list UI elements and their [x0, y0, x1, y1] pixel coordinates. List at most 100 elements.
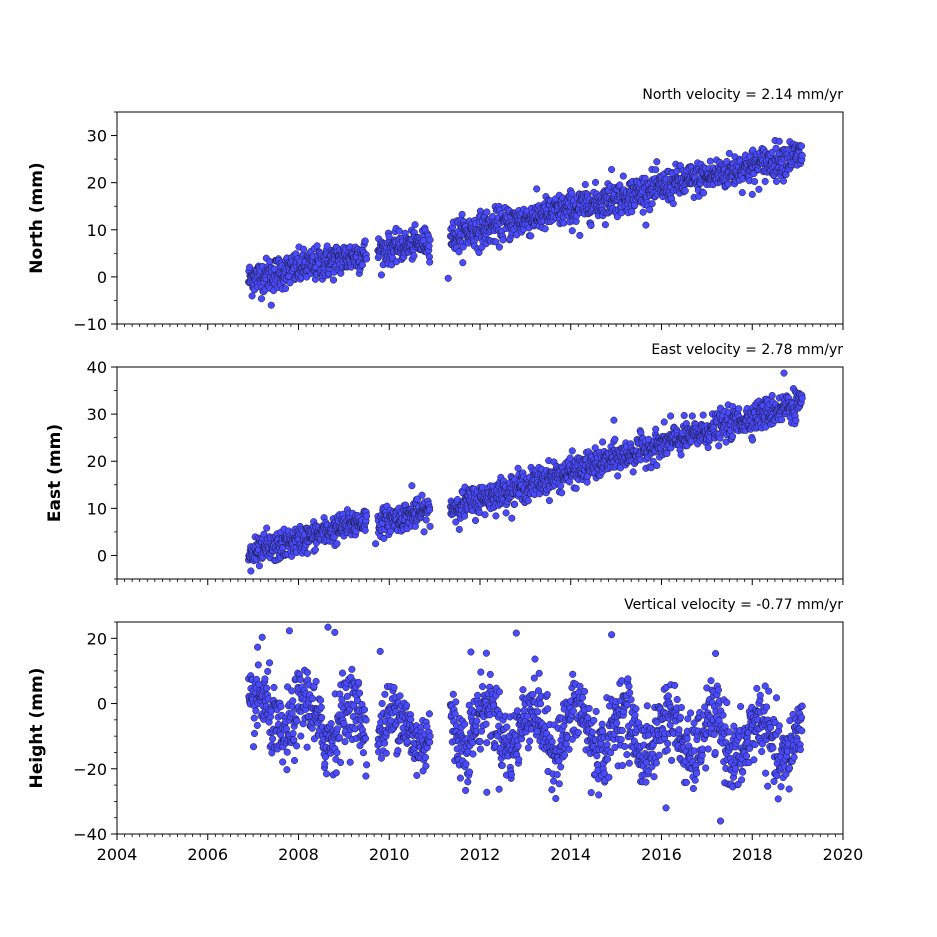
data-point	[499, 236, 507, 244]
data-point	[772, 177, 781, 185]
data-point	[619, 761, 627, 770]
data-point	[768, 391, 776, 400]
y-tick-label: 20	[87, 174, 107, 193]
data-point	[557, 482, 565, 490]
data-point	[792, 416, 800, 424]
x-tick-label: 2008	[278, 845, 319, 864]
data-point	[664, 692, 672, 700]
data-point	[382, 749, 390, 757]
data-point	[267, 707, 275, 715]
data-point	[323, 242, 331, 250]
data-point	[483, 788, 491, 796]
north-panel: North velocity = 2.14 mm/yr North (mm) −…	[27, 87, 844, 334]
y-tick-label: 0	[97, 695, 107, 714]
data-point	[362, 772, 370, 780]
data-point	[300, 245, 308, 253]
data-point	[362, 716, 370, 724]
data-point	[772, 694, 781, 702]
data-point	[524, 744, 532, 752]
height-panel: Vertical velocity = -0.77 mm/yr Height (…	[27, 597, 863, 864]
data-point	[247, 567, 255, 575]
data-point	[623, 751, 631, 759]
data-point	[312, 677, 320, 685]
data-point	[327, 720, 335, 728]
data-point	[395, 227, 403, 235]
data-point	[751, 741, 759, 749]
data-point	[396, 692, 404, 700]
data-point	[467, 648, 475, 656]
x-tick-label: 2004	[97, 845, 138, 864]
data-point	[338, 669, 347, 677]
data-point	[361, 526, 369, 534]
data-point	[618, 726, 626, 735]
data-point	[456, 774, 464, 782]
data-point	[289, 697, 297, 705]
data-point	[699, 411, 707, 419]
data-point	[707, 677, 715, 685]
data-point	[565, 745, 573, 753]
data-point	[263, 684, 271, 692]
data-point	[311, 546, 319, 554]
data-point	[676, 713, 684, 721]
data-point	[613, 719, 621, 727]
data-point	[333, 749, 341, 757]
data-point	[246, 263, 254, 271]
data-point	[723, 699, 731, 707]
x-tick-label: 2020	[823, 845, 864, 864]
data-point	[578, 694, 587, 702]
data-point	[798, 727, 806, 735]
data-point	[257, 295, 266, 303]
data-point	[763, 703, 771, 711]
data-point	[625, 682, 633, 690]
data-point	[297, 732, 305, 740]
data-point	[482, 649, 490, 657]
north-ylabel: North (mm)	[27, 162, 47, 273]
data-point	[483, 739, 491, 747]
data-point	[581, 687, 589, 695]
data-point	[742, 752, 751, 760]
data-point	[265, 659, 274, 667]
x-tick-label: 2010	[369, 845, 410, 864]
data-point	[293, 742, 301, 750]
data-point	[378, 699, 386, 708]
data-point	[655, 751, 663, 759]
data-point	[250, 714, 258, 722]
data-point	[558, 489, 566, 497]
data-point	[534, 708, 542, 716]
data-point	[627, 696, 635, 704]
data-point	[652, 166, 660, 174]
data-point	[576, 231, 584, 239]
data-point	[464, 778, 472, 786]
data-point	[537, 700, 545, 708]
data-point	[543, 691, 551, 699]
data-point	[785, 785, 793, 793]
data-point	[660, 418, 668, 426]
data-point	[777, 783, 785, 791]
data-point	[648, 200, 656, 208]
data-point	[629, 468, 637, 476]
x-tick-label: 2012	[460, 845, 501, 864]
data-point	[515, 755, 523, 764]
data-point	[363, 255, 371, 263]
data-point	[508, 514, 516, 522]
data-point	[643, 702, 651, 710]
data-point	[413, 771, 421, 779]
data-point	[418, 491, 426, 499]
data-point	[338, 696, 346, 704]
x-tick-label: 2016	[641, 845, 682, 864]
data-point	[687, 709, 695, 717]
data-point	[790, 753, 798, 761]
data-point	[610, 416, 618, 424]
data-point	[581, 180, 589, 189]
data-point	[343, 692, 351, 700]
data-point	[380, 534, 388, 542]
data-point	[786, 717, 794, 725]
data-point	[461, 720, 469, 728]
data-point	[254, 661, 262, 669]
data-point	[426, 236, 434, 244]
data-point	[492, 512, 500, 520]
y-tick-label: 10	[87, 499, 107, 518]
data-point	[535, 669, 543, 677]
data-point	[688, 412, 696, 420]
data-point	[377, 754, 385, 762]
